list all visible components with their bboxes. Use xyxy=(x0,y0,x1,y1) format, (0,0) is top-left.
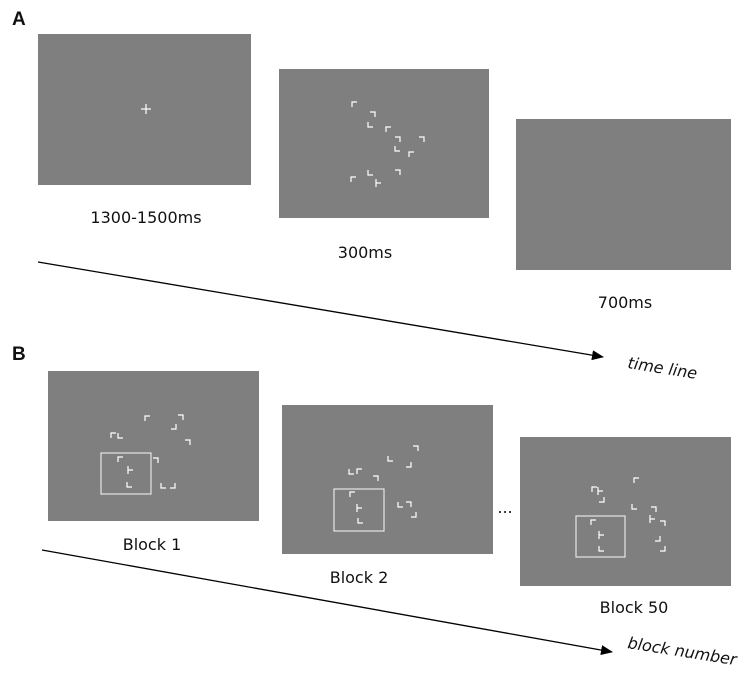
frame-blank xyxy=(516,119,731,270)
caption-search-array: 300ms xyxy=(338,243,392,262)
block-1-item-icon xyxy=(171,424,177,430)
block-number-arrow xyxy=(41,549,613,655)
screen-blank xyxy=(516,119,731,270)
block-50-item-icon xyxy=(590,519,596,525)
block-50-item-icon xyxy=(660,546,666,552)
block-1-items xyxy=(110,414,191,489)
block-50-target-region xyxy=(575,515,626,558)
frame-block-50 xyxy=(520,437,731,586)
block-2-item-icon xyxy=(357,518,363,524)
caption-block-50: Block 50 xyxy=(600,598,669,617)
screen-block-2 xyxy=(282,405,493,554)
block-1-item-icon xyxy=(117,456,123,462)
search-array-item-icon xyxy=(394,146,400,152)
caption-block-1: Block 1 xyxy=(123,535,182,554)
caption-block-2: Block 2 xyxy=(330,568,389,587)
block-50-item-icon xyxy=(655,536,661,542)
search-array-item-icon xyxy=(408,151,414,157)
block-1-target-region xyxy=(100,452,152,495)
block-50-item-icon xyxy=(598,531,604,539)
search-array-item-icon xyxy=(350,176,356,182)
block-1-item-icon xyxy=(144,415,150,421)
block-50-item-icon xyxy=(651,506,657,512)
block-50-item-icon xyxy=(631,504,637,510)
screen-block-50 xyxy=(520,437,731,586)
search-array-items xyxy=(350,101,425,187)
search-array-item-icon xyxy=(395,136,401,142)
fixation-cross-icon xyxy=(141,104,151,114)
time-line-label: time line xyxy=(626,353,698,383)
block-2-target-region xyxy=(333,488,385,532)
block-50-item-icon xyxy=(599,497,605,503)
block-50-item-icon xyxy=(649,515,655,523)
ellipsis: ... xyxy=(497,498,512,517)
block-2-item-icon xyxy=(411,512,417,518)
block-1-item-icon xyxy=(160,483,166,489)
time-line-arrow xyxy=(37,261,604,361)
block-2-items xyxy=(348,445,419,524)
block-50-item-icon xyxy=(660,520,666,526)
block-50-item-icon xyxy=(597,487,603,495)
frame-block-2 xyxy=(282,405,493,554)
search-array-item-icon xyxy=(367,170,373,176)
frame-block-1 xyxy=(48,371,259,521)
panel-a-label: A xyxy=(12,9,26,30)
block-2-item-icon xyxy=(413,445,419,451)
block-1-item-icon xyxy=(170,483,176,489)
caption-blank: 700ms xyxy=(598,293,652,312)
block-2-item-icon xyxy=(406,501,412,507)
block-2-item-icon xyxy=(356,504,362,512)
block-1-item-icon xyxy=(110,432,116,438)
search-array-item-icon xyxy=(385,126,391,132)
search-array-item-icon xyxy=(367,122,373,128)
block-2-item-icon xyxy=(356,468,362,474)
block-1-item-icon xyxy=(126,482,132,488)
block-1-item-icon xyxy=(185,439,191,445)
search-array-item-icon xyxy=(395,169,401,175)
block-2-item-icon xyxy=(406,462,412,468)
screen-search-array xyxy=(279,69,489,218)
block-1-item-icon xyxy=(127,466,133,474)
block-50-item-icon xyxy=(598,546,604,552)
search-array-item-icon xyxy=(351,101,357,107)
panel-b-label: B xyxy=(12,344,26,365)
block-1-item-icon xyxy=(153,457,159,463)
block-2-item-icon xyxy=(348,469,354,475)
search-array-item-icon xyxy=(375,179,381,187)
block-50-items xyxy=(590,477,666,552)
caption-fixation: 1300-1500ms xyxy=(90,208,201,227)
block-2-item-icon xyxy=(349,491,355,497)
block-1-item-icon xyxy=(178,414,184,420)
frame-search-array xyxy=(279,69,489,218)
block-50-item-icon xyxy=(633,477,639,483)
block-50-item-icon xyxy=(591,486,597,492)
block-2-item-icon xyxy=(397,502,403,508)
frame-fixation xyxy=(38,34,251,185)
block-1-item-icon xyxy=(117,433,123,439)
block-2-item-icon xyxy=(373,475,379,481)
search-array-item-icon xyxy=(419,136,425,142)
block-number-label: block number xyxy=(626,633,739,669)
search-array-item-icon xyxy=(370,111,376,117)
screen-block-1 xyxy=(48,371,259,521)
block-2-item-icon xyxy=(387,456,393,462)
